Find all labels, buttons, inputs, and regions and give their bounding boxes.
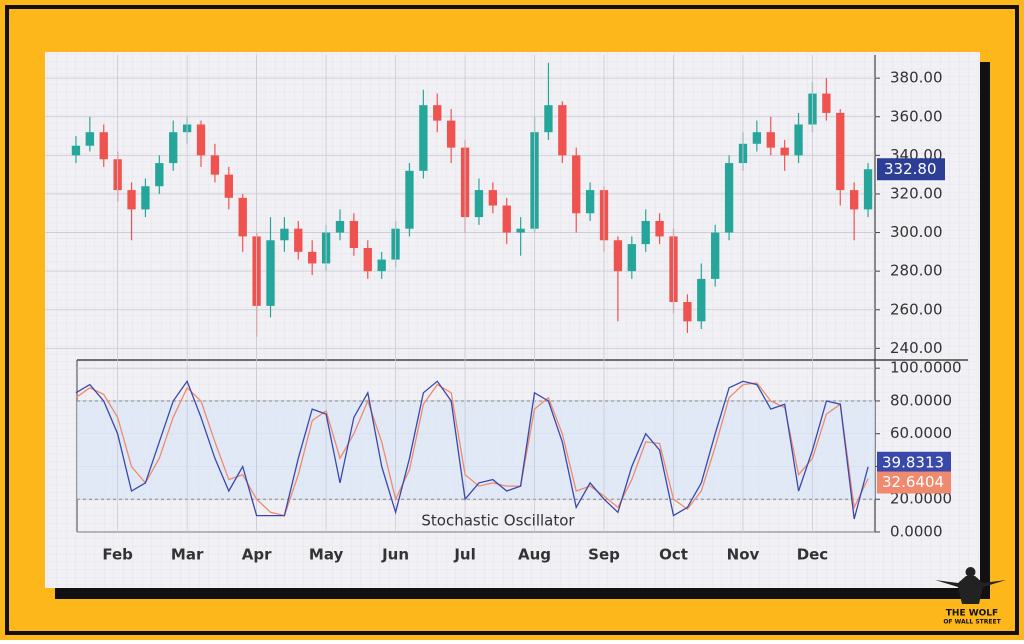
x-tick-label: Jun (381, 546, 409, 564)
candle-body (822, 93, 831, 113)
candle-body (585, 190, 595, 214)
y-tick-label: 320.00 (890, 184, 943, 202)
candle-body (488, 190, 498, 206)
candle-body (127, 190, 136, 210)
candle-body (141, 186, 150, 210)
x-tick-label: Aug (518, 546, 551, 564)
candle-body (849, 190, 859, 210)
candle-body (224, 174, 233, 198)
candle-body (724, 163, 734, 233)
logo: THE WOLF OF WALL STREET (935, 567, 1006, 626)
candle-body (99, 132, 108, 160)
candle-body (155, 163, 164, 187)
x-tick-label: Mar (171, 546, 204, 564)
last-value-label: 39.8313 (882, 453, 944, 471)
candle-body (474, 190, 484, 218)
band-fill (77, 400, 875, 500)
candle-body (433, 105, 442, 121)
candle-body (516, 228, 525, 233)
candle-body (210, 155, 220, 175)
last-value-label: 32.6404 (882, 473, 944, 491)
y-tick-label: 360.00 (890, 107, 943, 125)
candle-body (544, 105, 553, 133)
candle-body (85, 132, 95, 146)
last-value-tag (877, 471, 951, 494)
y-tick-label: 0.0000 (890, 523, 943, 541)
candle-body (169, 132, 178, 164)
candle-body (836, 112, 845, 191)
candle-body (502, 205, 511, 233)
y-tick-label: 100.0000 (890, 359, 962, 377)
candle-body (238, 197, 247, 237)
candle-body (766, 132, 775, 148)
candle-body (349, 220, 359, 248)
candle-body (294, 228, 303, 252)
y-tick-label: 260.00 (890, 300, 943, 318)
oscillator-line (75, 379, 869, 520)
y-tick-label: 20.0000 (890, 490, 952, 508)
candle-body (308, 251, 317, 264)
candle-body (558, 105, 567, 156)
candle-body (266, 240, 275, 306)
candle-body (683, 302, 692, 322)
x-tick-label: Nov (727, 546, 760, 564)
candle-body (794, 124, 803, 156)
y-tick-label: 80.0000 (890, 391, 952, 409)
x-tick-label: Sep (588, 546, 620, 564)
x-tick-label: Jul (453, 546, 475, 564)
candle-body (280, 228, 289, 241)
x-tick-label: Dec (797, 546, 829, 564)
candle-body (641, 220, 650, 245)
oscillator-line (75, 382, 869, 517)
logo-head (965, 567, 976, 577)
candle-body (419, 105, 428, 171)
last-price-label: 332.80 (884, 160, 937, 178)
x-tick-label: May (309, 546, 344, 564)
candle-body (863, 169, 873, 210)
candle-body (196, 124, 206, 156)
candle-body (613, 240, 623, 272)
logo-figure (935, 576, 1006, 604)
y-tick-label: 300.00 (890, 223, 943, 241)
last-value-tag (877, 451, 951, 474)
candle-body (627, 244, 636, 272)
candle-body (446, 120, 456, 148)
y-tick-label: 380.00 (890, 69, 943, 87)
y-tick-label: 60.0000 (890, 424, 952, 442)
indicator-title: Stochastic Oscillator (421, 512, 575, 530)
logo-text: OF WALL STREET (943, 619, 1001, 626)
logo-text: THE WOLF (946, 609, 998, 619)
candle-body (697, 278, 706, 322)
candle-body (405, 170, 414, 229)
candle-body (363, 247, 372, 272)
x-tick-label: Oct (659, 546, 688, 564)
y-tick-label: 240.00 (890, 339, 943, 357)
candle-body (711, 232, 720, 279)
x-tick-label: Apr (242, 546, 272, 564)
candle-body (335, 220, 345, 233)
last-price-tag (877, 158, 945, 181)
candle-body (752, 132, 762, 144)
candle-body (71, 145, 81, 156)
candle-body (377, 259, 386, 272)
frame (5, 5, 1019, 635)
candle-body (572, 155, 581, 214)
x-tick-label: Feb (102, 546, 133, 564)
candle-body (655, 220, 664, 237)
y-tick-label: 280.00 (890, 262, 943, 280)
candle-body (780, 147, 789, 156)
